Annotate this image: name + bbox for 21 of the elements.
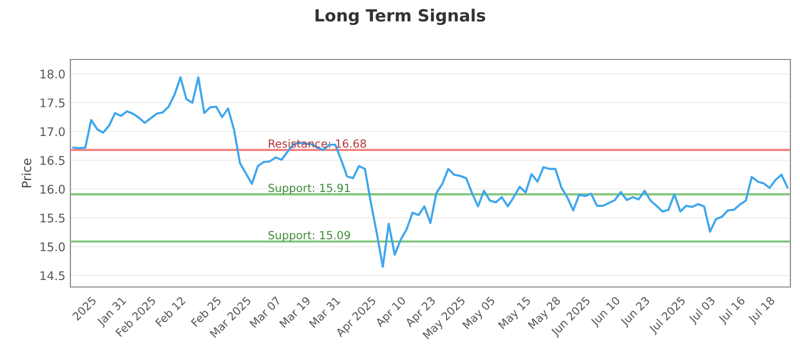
y-tick-label: 16.0	[40, 184, 65, 194]
x-tick-label: Jun 10	[590, 296, 622, 328]
y-axis-title: Price	[22, 158, 32, 188]
line-series	[72, 76, 788, 268]
ref-line-label: Resistance: 16.68	[268, 139, 366, 148]
y-tick-label: 18.0	[40, 70, 65, 79]
x-tick-label: Feb 12	[154, 296, 186, 328]
x-tick-label: Mar 31	[308, 296, 341, 328]
ref-line-label: Support: 15.09	[268, 230, 350, 242]
x-tick-label: Jul 18	[747, 296, 777, 326]
y-tick-label: 16.5	[40, 156, 65, 165]
x-tick-label: Apr 10	[374, 296, 408, 329]
y-tick-label: 14.5	[40, 271, 65, 280]
ref-line-label: Support: 15.91	[268, 184, 350, 194]
y-tick-label: 17.5	[40, 98, 65, 108]
x-tick-label: Jul 16	[717, 296, 747, 326]
y-tick-label: 17.0	[40, 127, 65, 136]
y-tick-label: 15.5	[40, 214, 65, 223]
x-tick-label: Jul 03	[688, 296, 717, 326]
chart-title: Long Term Signals	[316, 8, 486, 26]
y-tick-label: 15.0	[40, 242, 65, 252]
